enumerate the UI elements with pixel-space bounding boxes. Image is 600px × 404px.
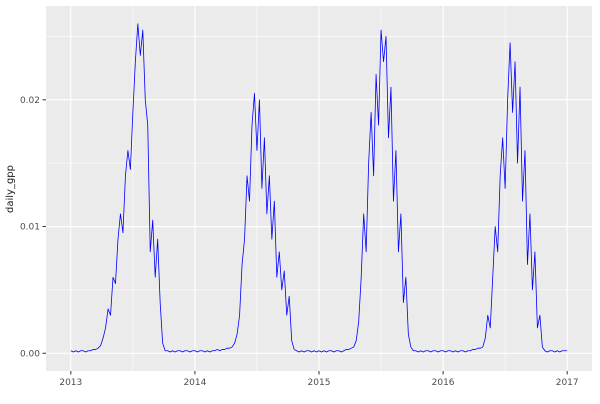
x-tick-label: 2015 [308,378,331,388]
x-tick-label: 2017 [556,378,579,388]
y-tick-label: 0.02 [20,96,40,106]
x-tick-label: 2016 [432,378,455,388]
axis-tick-marks [42,99,568,375]
y-tick-label: 0.00 [20,349,40,359]
data-line-daily-gpp [70,23,568,353]
y-axis-tick-labels: 0.00 0.01 0.02 [20,96,40,359]
major-gridlines [46,6,592,371]
y-tick-label: 0.01 [20,223,40,233]
x-tick-label: 2013 [59,378,82,388]
x-axis-tick-labels: 2013 2014 2015 2016 2017 [59,378,578,388]
y-axis-title: daily_gpp [5,165,16,213]
x-tick-label: 2014 [183,378,206,388]
